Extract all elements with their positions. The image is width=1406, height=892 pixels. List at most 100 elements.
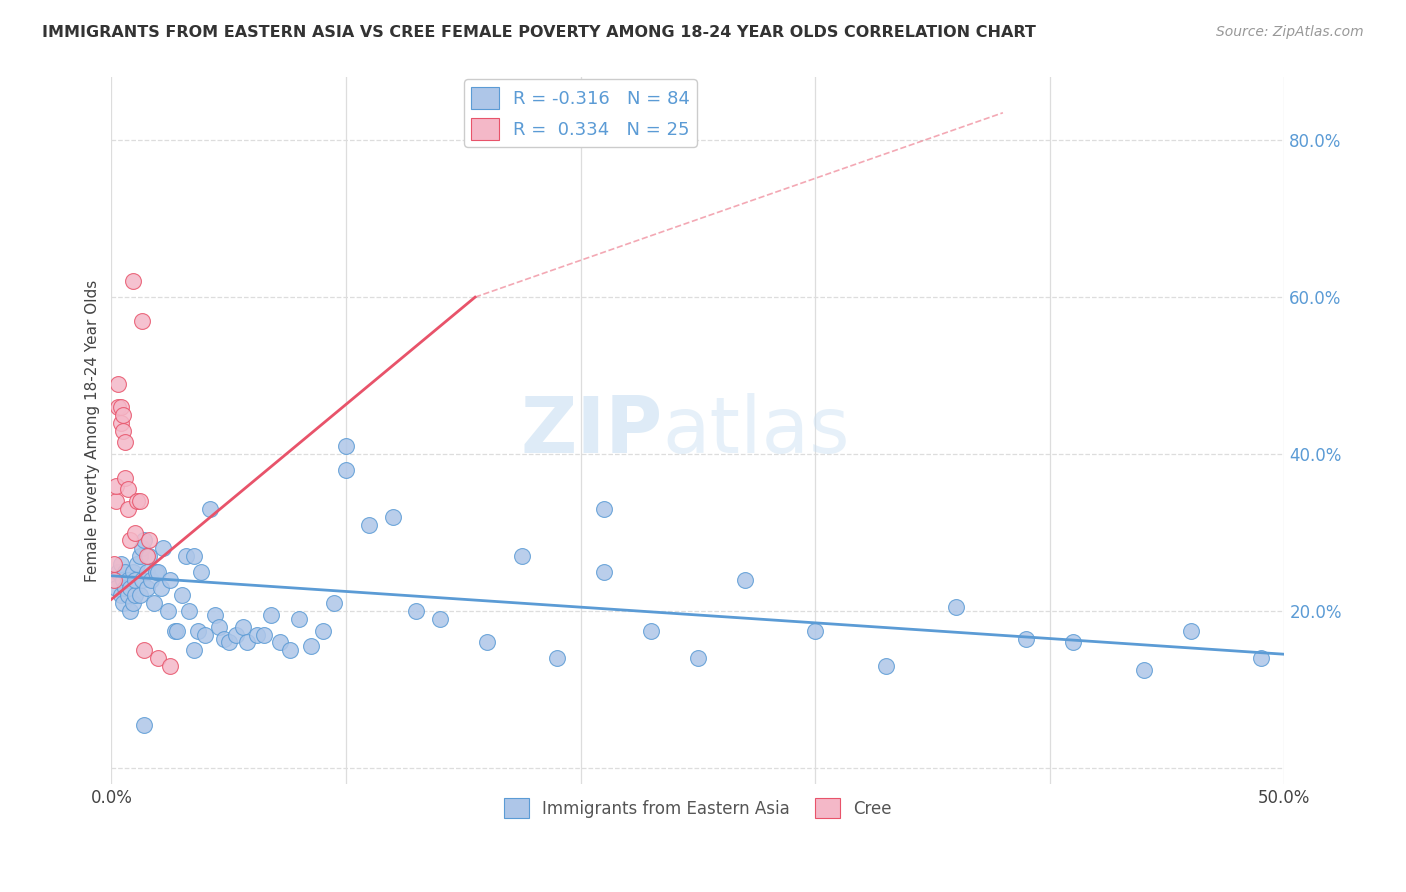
Point [183, 549, 205, 563]
Point [134, 643, 156, 657]
Point [225, 627, 247, 641]
Point [187, 624, 209, 638]
Point [253, 627, 276, 641]
Point [112, 424, 135, 438]
Point [875, 659, 897, 673]
Point [135, 565, 157, 579]
Point [105, 478, 128, 492]
Point [148, 651, 170, 665]
Point [121, 596, 143, 610]
Point [110, 588, 132, 602]
Point [124, 573, 146, 587]
Point [686, 651, 709, 665]
Point [593, 502, 616, 516]
Point [120, 604, 142, 618]
Point [260, 607, 283, 622]
Point [190, 565, 212, 579]
Point [141, 573, 163, 587]
Point [381, 509, 404, 524]
Point [163, 624, 186, 638]
Point [124, 588, 146, 602]
Point [124, 525, 146, 540]
Point [640, 624, 662, 638]
Point [121, 565, 143, 579]
Point [288, 612, 311, 626]
Point [1180, 624, 1202, 638]
Point [105, 494, 128, 508]
Point [198, 502, 221, 516]
Point [117, 573, 139, 587]
Point [212, 632, 235, 646]
Point [114, 435, 136, 450]
Point [159, 659, 181, 673]
Point [149, 581, 172, 595]
Point [246, 627, 269, 641]
Point [183, 643, 205, 657]
Point [804, 624, 827, 638]
Point [127, 494, 149, 508]
Point [112, 596, 135, 610]
Point [194, 627, 217, 641]
Point [323, 596, 346, 610]
Legend: Immigrants from Eastern Asia, Cree: Immigrants from Eastern Asia, Cree [498, 791, 898, 825]
Point [278, 643, 301, 657]
Point [1250, 651, 1272, 665]
Point [142, 596, 165, 610]
Point [299, 640, 322, 654]
Point [114, 565, 136, 579]
Point [138, 549, 160, 563]
Point [110, 400, 132, 414]
Point [204, 607, 226, 622]
Point [945, 600, 967, 615]
Point [335, 439, 357, 453]
Point [475, 635, 498, 649]
Point [405, 604, 427, 618]
Text: ZIP: ZIP [520, 392, 662, 468]
Point [120, 581, 142, 595]
Point [117, 588, 139, 602]
Point [134, 533, 156, 548]
Point [1132, 663, 1154, 677]
Point [135, 581, 157, 595]
Point [138, 533, 160, 548]
Point [128, 494, 150, 508]
Point [114, 471, 136, 485]
Point [546, 651, 568, 665]
Point [127, 557, 149, 571]
Point [107, 565, 129, 579]
Point [170, 588, 193, 602]
Point [114, 581, 136, 595]
Point [145, 565, 167, 579]
Y-axis label: Female Poverty Among 18-24 Year Olds: Female Poverty Among 18-24 Year Olds [86, 279, 100, 582]
Point [734, 573, 756, 587]
Point [112, 408, 135, 422]
Point [128, 549, 150, 563]
Point [359, 517, 381, 532]
Point [131, 541, 153, 556]
Point [176, 549, 198, 563]
Point [112, 573, 135, 587]
Point [131, 573, 153, 587]
Point [1015, 632, 1038, 646]
Point [232, 620, 254, 634]
Point [156, 604, 179, 618]
Point [121, 275, 143, 289]
Text: IMMIGRANTS FROM EASTERN ASIA VS CREE FEMALE POVERTY AMONG 18-24 YEAR OLDS CORREL: IMMIGRANTS FROM EASTERN ASIA VS CREE FEM… [42, 25, 1036, 40]
Point [103, 573, 125, 587]
Point [107, 376, 129, 391]
Point [208, 620, 231, 634]
Point [120, 533, 142, 548]
Point [1062, 635, 1084, 649]
Point [177, 604, 200, 618]
Point [218, 635, 240, 649]
Point [131, 314, 153, 328]
Text: Source: ZipAtlas.com: Source: ZipAtlas.com [1216, 25, 1364, 39]
Point [110, 557, 132, 571]
Point [134, 718, 156, 732]
Point [107, 400, 129, 414]
Point [103, 557, 125, 571]
Point [236, 635, 259, 649]
Point [593, 565, 616, 579]
Point [105, 581, 128, 595]
Point [103, 573, 125, 587]
